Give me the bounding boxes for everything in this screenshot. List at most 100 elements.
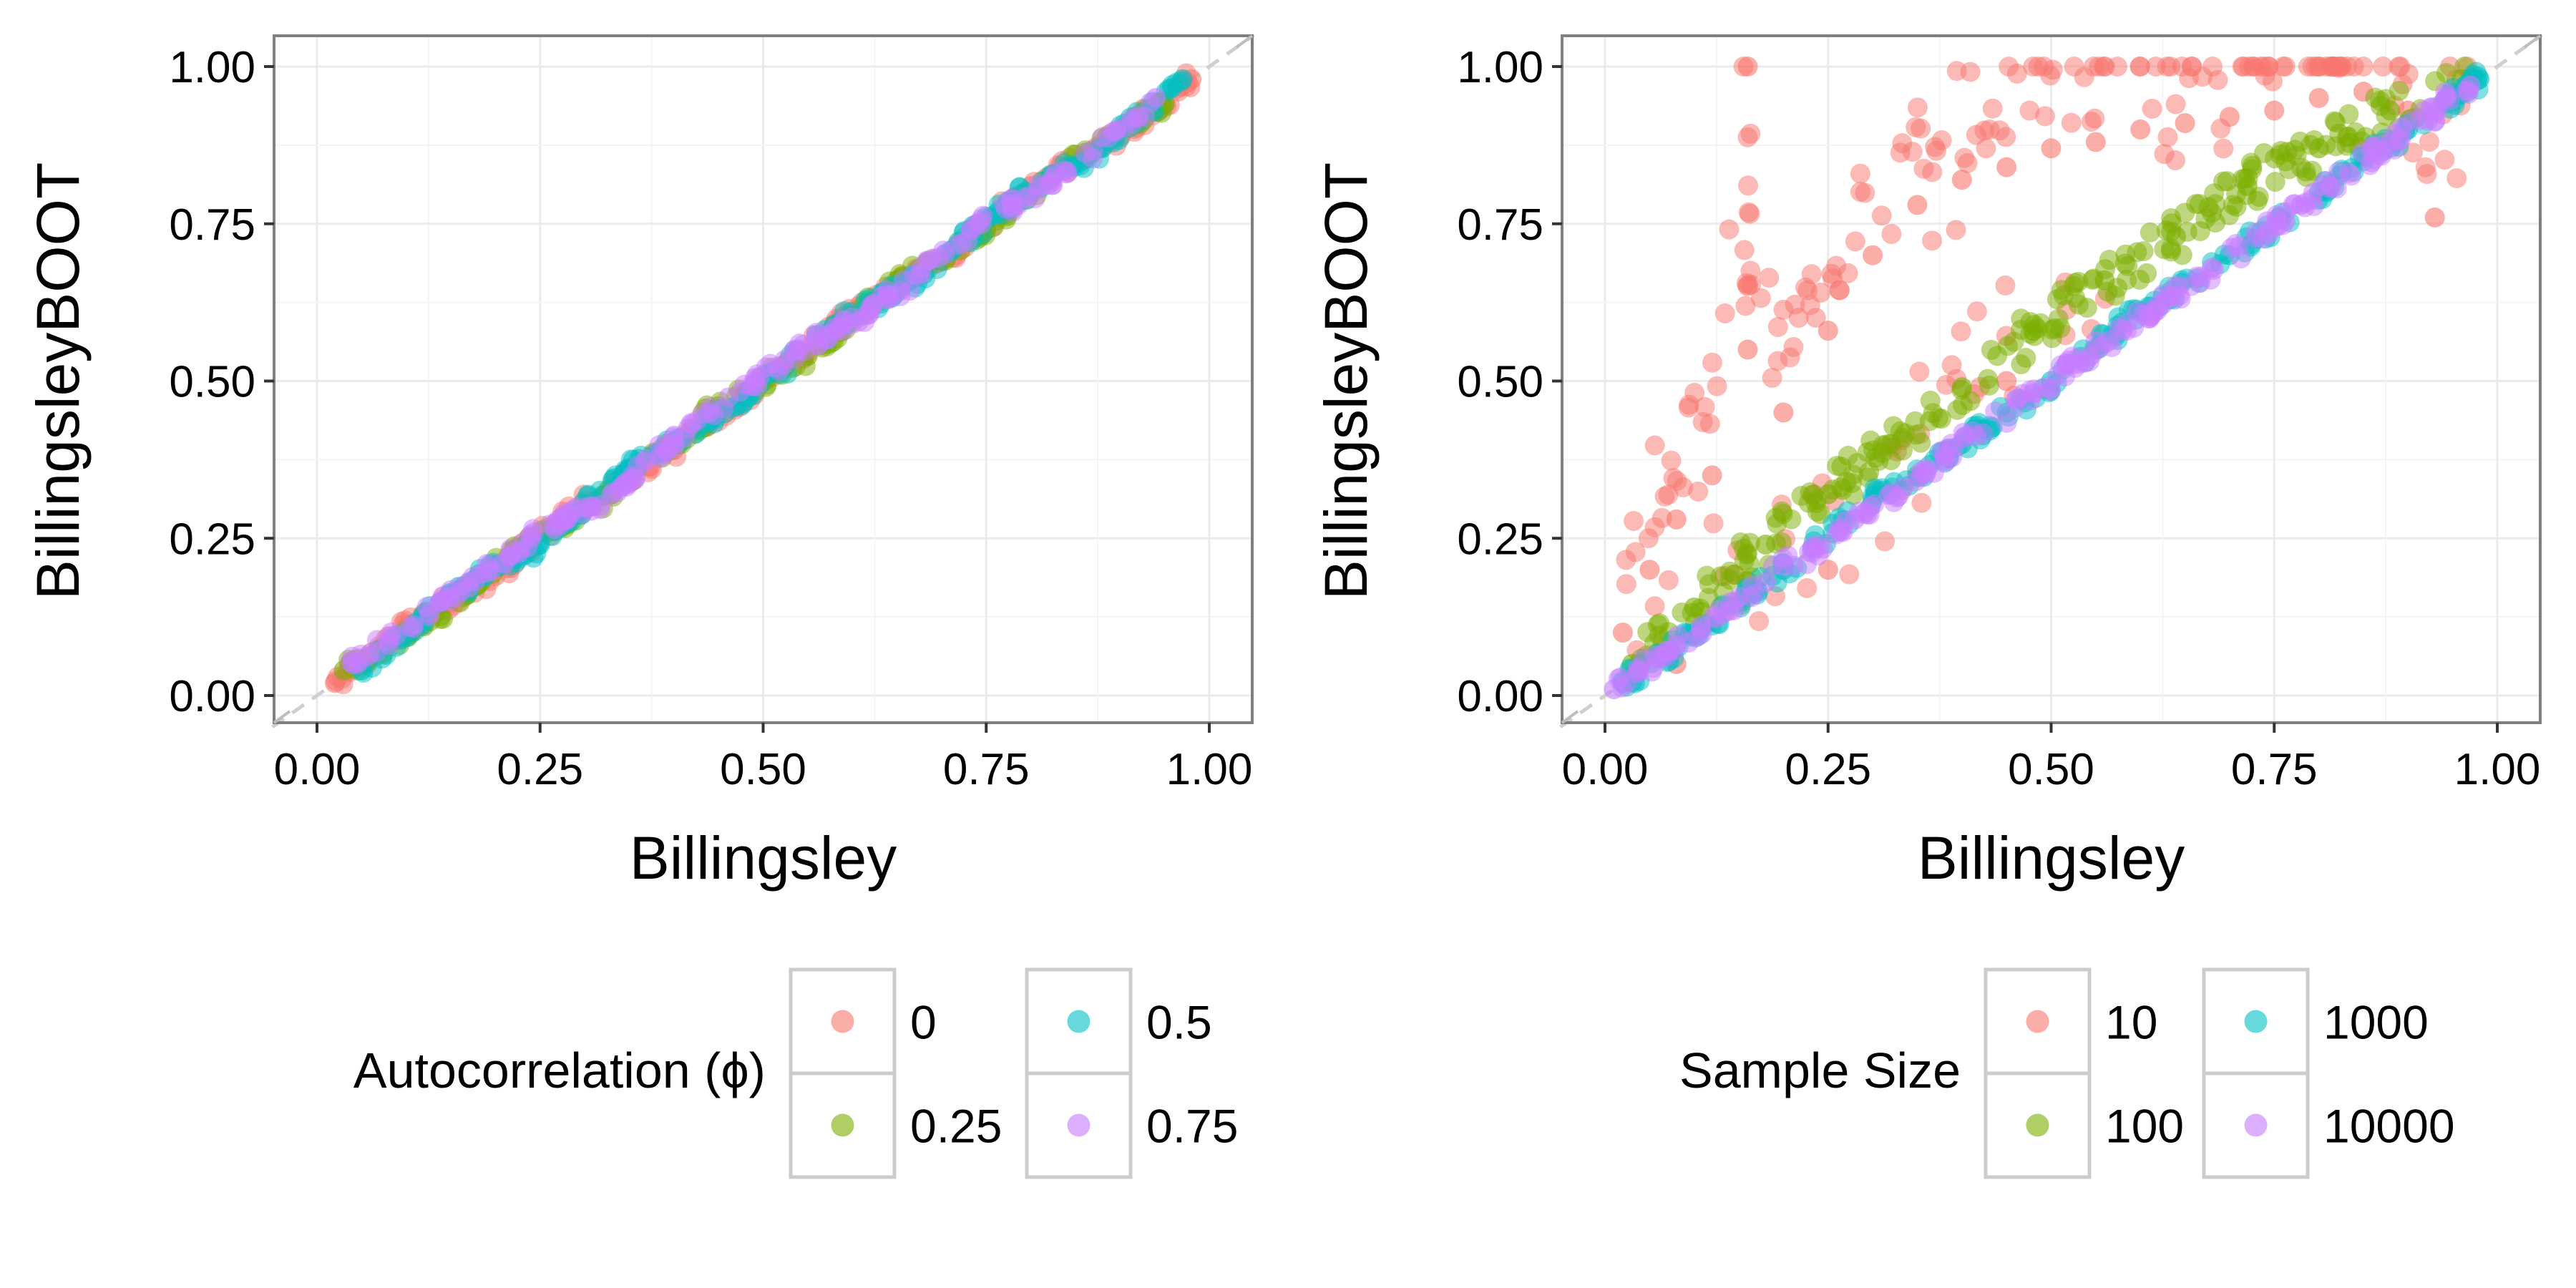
scatter-point-series-10 [1639,560,1660,580]
x-tick-label: 0.00 [274,745,361,794]
scatter-points [324,63,1202,695]
scatter-point-series-100 [1781,509,1802,530]
scatter-point-series-10 [1694,396,1715,417]
scatter-point-series-10 [2238,57,2259,77]
scatter-point-series-0.75 [342,654,363,675]
x-tick-label: 1.00 [1166,745,1253,794]
scatter-point-series-10000 [1881,482,1902,503]
scatter-point-series-10 [1795,277,1815,298]
scatter-point-series-10000 [2112,321,2133,341]
scatter-point-series-10 [1762,368,1782,389]
scatter-point-series-0.75 [878,289,899,310]
scatter-point-series-10000 [2225,234,2246,255]
scatter-point-series-100 [1883,416,1904,436]
scatter-point-series-10000 [2023,384,2044,404]
scatter-point-series-100 [2117,255,2138,276]
y-axis-title: BillingsleyBOOT [24,162,92,600]
scatter-point-series-10 [1911,492,1932,513]
scatter-point-series-10 [2064,57,2084,77]
scatter-point-series-100 [2290,131,2311,152]
scatter-point-series-10 [1996,157,2017,177]
scatter-point-series-0.75 [1128,106,1149,127]
x-axis-title: Billingsley [1918,824,2185,892]
scatter-point-series-10 [1996,371,2017,391]
scatter-point-series-10 [1909,361,1930,382]
scatter-point-series-10000 [1629,661,1649,682]
scatter-point-series-0.75 [419,606,439,627]
scatter-point-series-10000 [2303,182,2323,203]
scatter-point-series-10 [1703,513,1724,534]
scatter-point-series-10 [1966,301,1987,322]
scatter-point-series-100 [1699,574,1719,595]
scatter-point-series-10 [1666,509,1687,530]
scatter-point-series-10 [1624,511,1644,532]
y-tick-label: 0.25 [169,514,255,564]
scatter-point-series-10000 [1956,426,1976,447]
scatter-point-series-10000 [2402,109,2423,130]
x-tick-label: 0.25 [497,745,583,794]
scatter-point-series-10 [1855,182,1875,203]
scatter-point-series-10 [1767,316,1788,337]
scatter-point-series-10 [1941,355,1962,376]
y-tick-label: 0.00 [169,672,255,721]
scatter-point-series-10 [1661,450,1682,471]
x-tick-labels: 0.00 0.25 0.50 0.75 1.00 [274,745,1253,794]
scatter-point-series-10 [2130,119,2151,140]
scatter-point-series-10 [2207,69,2228,90]
legend-entry-label: 10000 [2323,1100,2455,1153]
scatter-point-series-10 [1925,137,1946,157]
scatter-point-series-100 [1951,377,1972,398]
scatter-point-series-10 [1735,296,1756,316]
scatter-point-series-10 [1911,118,1931,139]
scatter-point-series-0.75 [1028,174,1049,195]
scatter-point-series-10 [1829,280,1850,301]
scatter-point-series-100 [1765,507,1786,528]
scatter-point-series-0.5 [1172,69,1193,89]
legend-title: Autocorrelation (ϕ) [353,1043,766,1098]
legend-key-swatch-0.5 [1067,1010,1091,1033]
scatter-point-series-10 [1702,352,1722,373]
scatter-point-series-10 [1826,255,1847,276]
legend-entry-label: 0 [910,996,937,1049]
scatter-point-series-100 [2204,183,2225,204]
scatter-point-series-10 [1995,275,2016,296]
scatter-point-series-0.75 [859,303,879,324]
scatter-point-series-10 [2308,87,2329,108]
legend-entry-label: 0.25 [910,1100,1002,1153]
scatter-point-series-0.75 [933,240,954,261]
scatter-point-series-10 [1759,268,1780,288]
scatter-point-series-10 [1960,62,1981,82]
scatter-point-series-100 [2296,161,2316,182]
scatter-point-series-0.75 [718,387,738,408]
scatter-point-series-100 [1755,535,1776,555]
x-tick-label: 0.75 [2231,745,2318,794]
scatter-point-series-0.75 [431,591,452,612]
legend-entry-label: 0.5 [1146,996,1212,1049]
scatter-point-series-100 [2068,294,2089,315]
scatter-point-series-10000 [2004,398,2024,419]
scatter-point-series-100 [1740,532,1760,553]
scatter-point-series-10 [1644,435,1665,456]
scatter-point-series-10000 [1845,509,1865,530]
scatter-point-series-10000 [1831,521,1852,542]
scatter-point-series-100 [2380,100,2401,121]
scatter-point-series-10 [1976,138,1996,159]
scatter-point-series-10 [2373,57,2394,77]
scatter-point-series-10 [1907,195,1928,215]
scatter-point-series-100 [2205,213,2226,233]
scatter-point-series-10000 [2201,258,2222,278]
scatter-point-series-10 [1805,308,1826,328]
scatter-point-series-10 [2034,106,2055,127]
scatter-point-series-10000 [1810,535,1830,555]
scatter-point-series-0.75 [540,514,560,535]
scatter-point-series-10000 [2341,165,2361,186]
scatter-point-series-0.75 [699,402,720,423]
x-axis-title: Billingsley [630,824,897,892]
y-tick-label: 0.50 [169,358,255,407]
scatter-point-series-0.75 [807,335,828,356]
scatter-point-series-10000 [2095,333,2116,353]
scatter-point-series-10 [2424,207,2445,228]
scatter-point-series-0.75 [831,317,852,338]
scatter-point-series-10000 [2320,178,2341,199]
